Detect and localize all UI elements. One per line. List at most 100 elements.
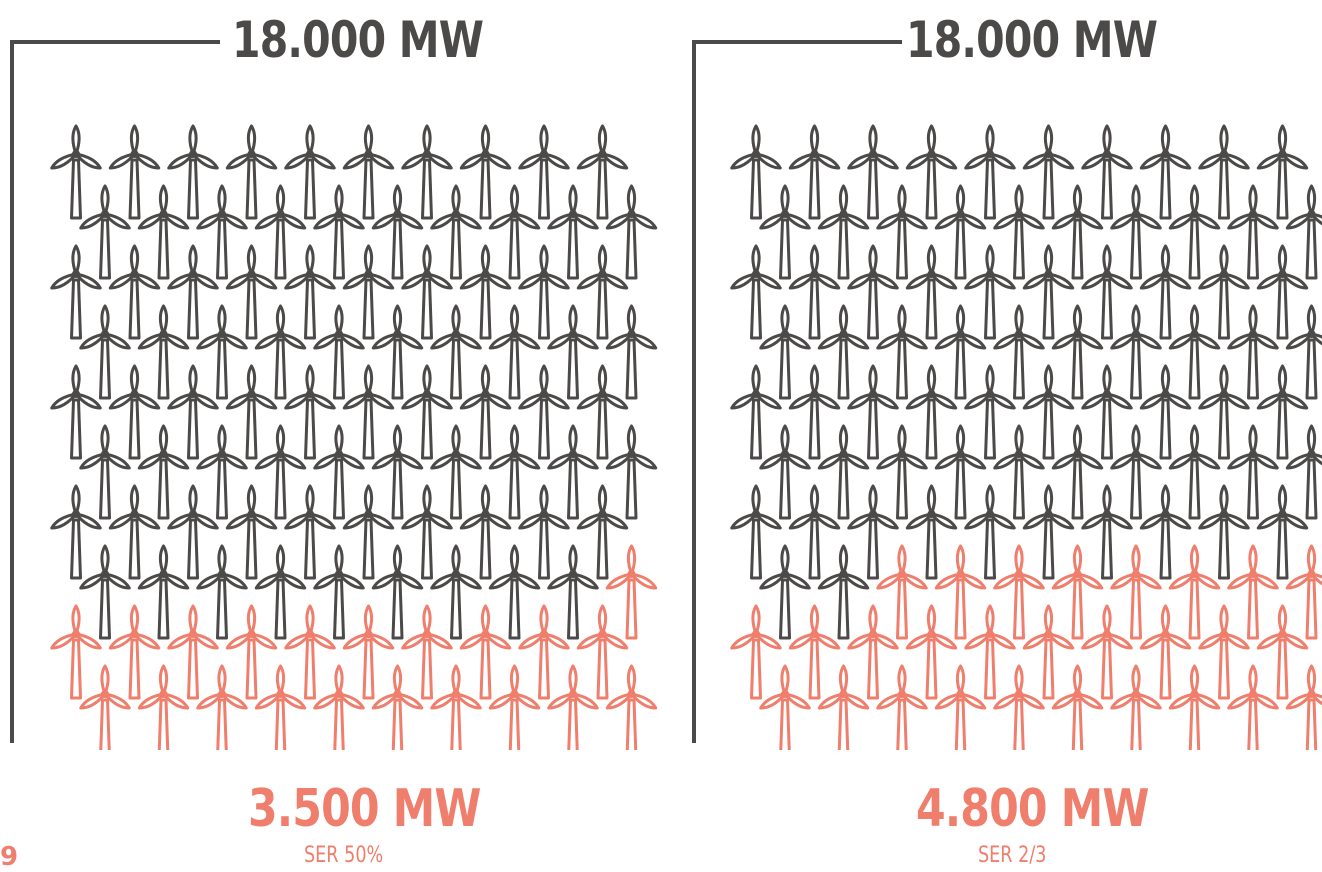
wind-turbine-icon [1256,484,1309,580]
wind-turbine-icon [576,484,629,580]
wind-turbine-icon [108,124,161,220]
bracket-vertical-line [10,40,14,743]
highlighted-wind-turbine-icon [430,664,482,750]
highlighted-wind-turbine-icon [1168,544,1221,640]
highlighted-wind-turbine-icon [1227,664,1279,750]
wind-turbine-icon [459,124,512,220]
wind-turbine-icon [50,244,102,340]
wind-turbine-icon [254,304,307,400]
wind-turbine-icon [342,124,395,220]
wind-turbine-icon [401,244,453,340]
renewable-share-label: SER 50% [304,843,384,868]
wind-turbine-icon [488,184,541,280]
highlighted-wind-turbine-icon [1285,664,1322,750]
wind-turbine-icon [1227,304,1279,400]
wind-turbine-icon [371,424,424,520]
wind-turbine-icon [788,484,841,580]
bracket-vertical-line [692,40,696,743]
highlighted-wind-turbine-icon [817,664,870,750]
wind-turbine-icon [313,544,365,640]
wind-turbine-icon [1081,124,1133,220]
wind-turbine-icon [964,484,1016,580]
highlighted-wind-turbine-icon [605,544,658,640]
highlighted-wind-turbine-icon [964,604,1016,700]
wind-turbine-icon [605,424,658,520]
wind-turbine-icon [518,364,570,460]
wind-turbine-icon [759,544,811,640]
wind-turbine-icon [1227,184,1279,280]
wind-turbine-icon [342,364,395,460]
highlighted-wind-turbine-icon [759,664,811,750]
wind-turbine-icon [730,484,782,580]
wind-turbine-icon [1139,244,1192,340]
highlighted-wind-turbine-icon [225,604,278,700]
wind-turbine-icon [50,124,102,220]
wind-turbine-icon [1198,484,1250,580]
highlighted-wind-turbine-icon [254,664,307,750]
wind-turbine-icon [817,544,870,640]
wind-turbine-icon [817,424,870,520]
highlighted-wind-turbine-icon [1051,664,1104,750]
wind-turbine-icon [876,184,928,280]
highlighted-wind-turbine-icon [50,604,102,700]
wind-turbine-icon [137,184,190,280]
wind-turbine-icon [730,244,782,340]
wind-turbine-icon [1198,124,1250,220]
wind-turbine-icon [254,544,307,640]
highlighted-wind-turbine-icon [1227,544,1279,640]
highlighted-wind-turbine-icon [993,664,1045,750]
highlighted-wind-turbine-icon [1285,544,1322,640]
wind-turbine-icon [459,364,512,460]
wind-turbine-icon [993,304,1045,400]
wind-turbine-icon [993,424,1045,520]
wind-turbine-icon [817,184,870,280]
highlighted-wind-turbine-icon [342,604,395,700]
wind-turbine-icon [518,484,570,580]
wind-turbine-icon [1022,124,1075,220]
wind-turbine-icon [342,244,395,340]
wind-turbine-icon [108,244,161,340]
highlighted-wind-turbine-icon [576,604,629,700]
wind-turbine-icon [788,124,841,220]
highlighted-wind-turbine-icon [788,604,841,700]
wind-turbine-icon [1285,424,1322,520]
wind-turbine-icon [430,304,482,400]
wind-turbine-icon [730,364,782,460]
wind-turbine-icon [79,424,131,520]
wind-turbine-icon [1285,184,1322,280]
wind-turbine-icon [518,244,570,340]
highlighted-wind-turbine-icon [1110,544,1162,640]
chart-panel-right: 18.000 MW 4.800 MW SER 2/3 [680,0,1322,872]
highlighted-wind-turbine-icon [167,604,219,700]
turbine-pictogram [50,124,658,750]
wind-turbine-icon [196,304,248,400]
wind-turbine-icon [430,424,482,520]
wind-turbine-icon [488,304,541,400]
wind-turbine-icon [1256,244,1309,340]
total-capacity-label: 18.000 MW [906,11,1158,69]
wind-turbine-icon [1139,364,1192,460]
wind-turbine-icon [342,484,395,580]
highlighted-wind-turbine-icon [1139,604,1192,700]
bracket-horizontal-line [10,40,220,44]
highlighted-wind-turbine-icon [1051,544,1104,640]
wind-turbine-icon [993,184,1045,280]
wind-turbine-icon [108,484,161,580]
wind-turbine-icon [605,184,658,280]
wind-turbine-icon [964,364,1016,460]
wind-turbine-icon [847,244,899,340]
wind-turbine-icon [79,304,131,400]
wind-turbine-icon [905,244,958,340]
wind-turbine-icon [313,304,365,400]
total-capacity-label: 18.000 MW [232,11,484,69]
wind-turbine-icon [1256,124,1309,220]
wind-turbine-icon [1227,424,1279,520]
wind-turbine-icon [934,304,987,400]
wind-turbine-icon [488,544,541,640]
wind-turbine-icon [50,364,102,460]
highlighted-wind-turbine-icon [459,604,512,700]
highlighted-capacity-label: 3.500 MW [248,779,481,839]
highlighted-wind-turbine-icon [1168,664,1221,750]
highlighted-wind-turbine-icon [993,544,1045,640]
wind-turbine-icon [167,484,219,580]
